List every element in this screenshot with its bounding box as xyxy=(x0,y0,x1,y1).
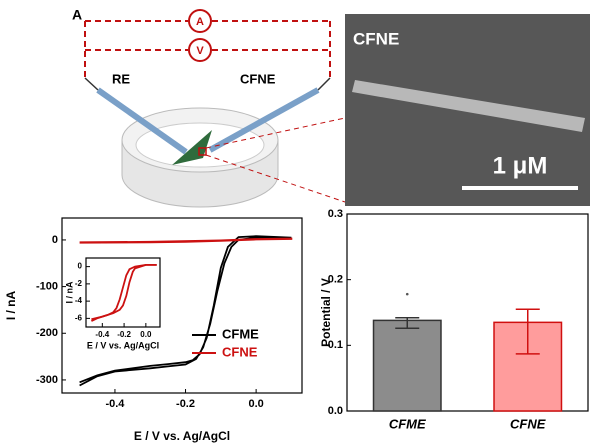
schematic xyxy=(84,20,331,78)
sem-label: CFNE xyxy=(353,29,399,48)
scale-bar-label: 1 μM xyxy=(493,152,548,179)
y-tick-label: -300 xyxy=(36,374,58,386)
y-tick-label: -2 xyxy=(75,279,83,288)
y-tick-label: -4 xyxy=(75,296,83,305)
x-tick-label: -0.2 xyxy=(117,330,131,339)
y-tick-label: 0 xyxy=(52,234,58,246)
y-tick-label: 0 xyxy=(78,262,83,271)
x-tick-label: -0.4 xyxy=(95,330,109,339)
reference-electrode xyxy=(96,87,188,155)
electrode-label: CFNE xyxy=(240,71,276,86)
y-tick-label: -6 xyxy=(75,313,83,322)
y-axis-label: I / nA xyxy=(64,281,74,303)
working-electrode xyxy=(208,87,320,153)
zoom-lines xyxy=(205,117,346,203)
outlier xyxy=(405,292,409,296)
plot-frame xyxy=(85,257,161,328)
electrode-label: RE xyxy=(112,71,130,86)
voltmeter xyxy=(188,38,212,62)
panel-label: A xyxy=(72,7,82,23)
x-tick-label: 0.0 xyxy=(248,398,263,410)
x-tick-label: CFNE xyxy=(510,416,546,431)
x-tick-label: CFME xyxy=(389,416,426,431)
ammeter xyxy=(188,9,212,33)
bar xyxy=(372,319,442,412)
x-tick-label: 0.0 xyxy=(140,330,152,339)
line-series xyxy=(91,264,157,321)
y-tick-label: 0.2 xyxy=(328,274,343,286)
x-axis-label: E / V vs. Ag/AgCl xyxy=(87,340,159,350)
zoom-box xyxy=(198,147,207,156)
legend-label: CFNE xyxy=(222,344,258,359)
ammeter-label: A xyxy=(196,16,204,28)
y-tick-label: -100 xyxy=(36,281,58,293)
y-axis-label: Potential / V xyxy=(319,278,333,347)
y-tick-label: 0.1 xyxy=(328,339,343,351)
y-tick-label: -200 xyxy=(36,327,58,339)
x-axis-label: E / V vs. Ag/AgCl xyxy=(134,429,230,443)
y-tick-label: 0.3 xyxy=(328,208,343,220)
error-bar xyxy=(515,308,540,355)
legend-label: CFME xyxy=(222,326,259,341)
voltmeter-label: V xyxy=(196,45,204,57)
tissue xyxy=(172,130,212,165)
x-tick-label: -0.4 xyxy=(105,398,125,410)
y-tick-label: 0.0 xyxy=(328,405,343,417)
error-bar xyxy=(395,317,420,330)
line-series xyxy=(79,237,293,244)
y-axis-label: I / nA xyxy=(4,291,18,321)
wires xyxy=(84,77,331,91)
x-tick-label: -0.2 xyxy=(176,398,195,410)
fiber xyxy=(352,80,585,132)
